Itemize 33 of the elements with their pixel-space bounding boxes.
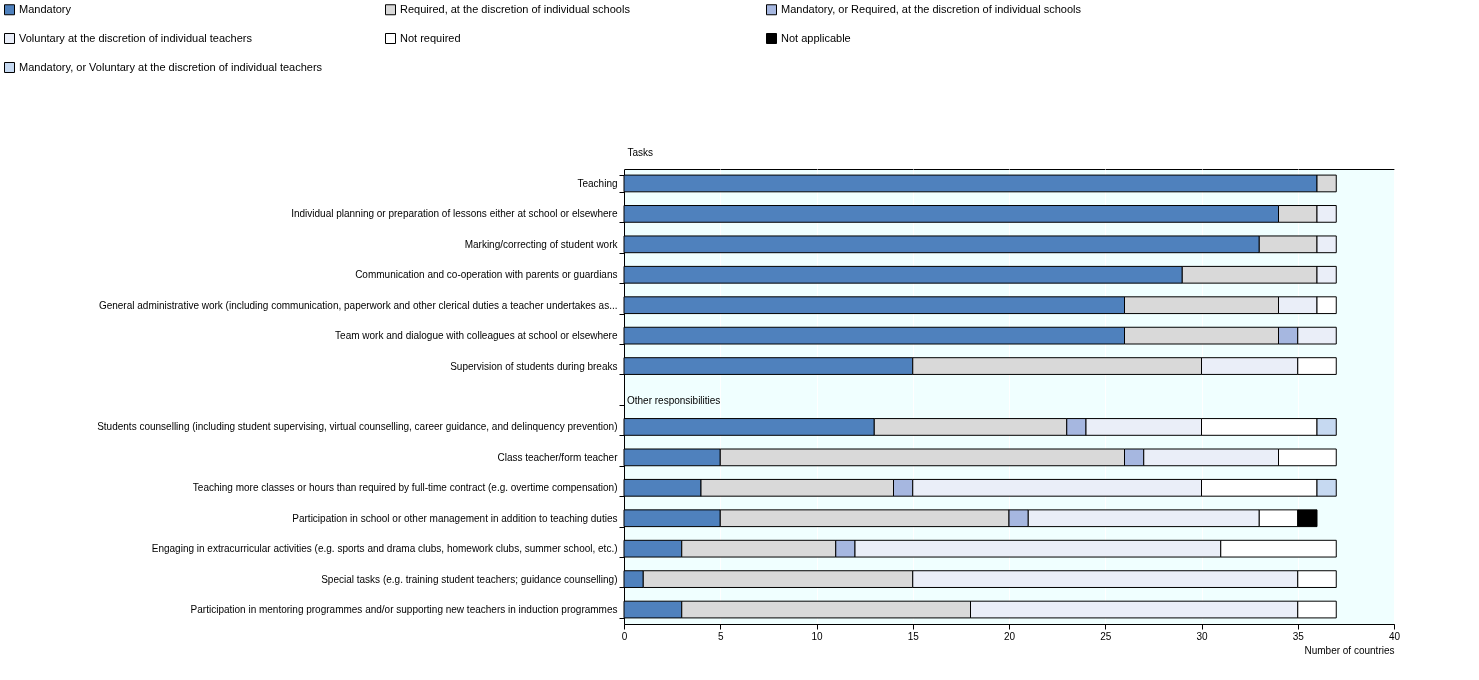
legend-label: Voluntary at the discretion of individual teachers	[19, 31, 253, 44]
x-tick-label: 35	[1292, 630, 1305, 642]
y-tick-label: Special tasks (e.g. training student teachers; guidance counselling)	[321, 573, 618, 585]
x-tick-label: 10	[811, 630, 823, 642]
y-tick-label: Participation in mentoring programmes and/or supporting new teachers in induction programmes	[190, 604, 618, 616]
legend-label: Mandatory, or Required, at the discretion of individual schools	[781, 2, 1082, 15]
y-axis-title: Tasks	[627, 146, 654, 158]
y-tick-label: Marking/correcting of student work	[464, 238, 619, 250]
y-tick-label: Engaging in extracurricular activities (e.g. sports and drama clubs, homework clubs, summer school, etc.)	[151, 543, 618, 555]
x-tick-label: 15	[907, 630, 920, 642]
y-tick-label: Teaching	[577, 177, 618, 189]
y-tick-label: General administrative work (including communication, paperwork and other clerical duties a teacher undertakes as...	[98, 299, 618, 311]
annotation: Other responsibilities	[627, 394, 721, 406]
legend-label: Mandatory, or Voluntary at the discretion of individual teachers	[19, 60, 323, 73]
x-tick-label: 30	[1196, 630, 1208, 642]
x-tick-label: 0	[621, 630, 628, 642]
y-tick-label: Communication and co-operation with parents or guardians	[355, 269, 618, 281]
y-tick-label: Participation in school or other management in addition to teaching duties	[292, 512, 618, 524]
legend-label: Mandatory	[19, 2, 72, 15]
y-tick-label: Teaching more classes or hours than required by full-time contract (e.g. overtime compensation)	[192, 482, 618, 494]
x-tick-label: 5	[717, 630, 724, 642]
x-axis-title: Number of countries	[1304, 644, 1395, 656]
legend-label: Required, at the discretion of individual schools	[400, 2, 631, 15]
y-tick-label: Class teacher/form teacher	[497, 451, 619, 463]
legend-label: Not applicable	[781, 31, 851, 44]
x-tick-label: 40	[1388, 630, 1401, 642]
y-tick-label: Students counselling (including student supervising, virtual counselling, career guidance, and delinquency prevention)	[97, 421, 618, 433]
legend-label: Not required	[400, 31, 461, 44]
y-tick-label: Team work and dialogue with colleagues at school or elsewhere	[335, 330, 618, 342]
x-tick-label: 20	[1003, 630, 1016, 642]
y-tick-label: Individual planning or preparation of lessons either at school or elsewhere	[291, 208, 618, 220]
y-tick-label: Supervision of students during breaks	[450, 360, 618, 372]
x-tick-label: 25	[1100, 630, 1112, 642]
